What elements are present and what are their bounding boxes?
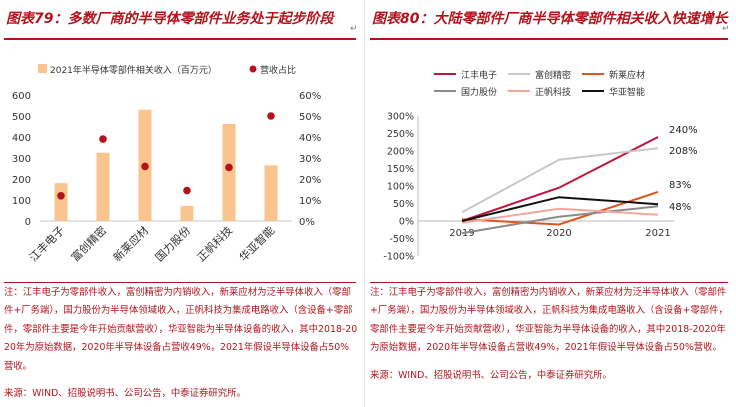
y-tick-label: -100% <box>383 252 414 263</box>
y-tick-label: 50% <box>393 199 414 210</box>
y-tick-label: 300 <box>12 154 31 165</box>
y-tick-label: 0 <box>25 217 31 228</box>
legend-line-label: 国力股份 <box>461 86 497 98</box>
series-line <box>461 207 659 224</box>
x-tick-label: 2021 <box>645 228 670 239</box>
panel-divider <box>364 0 365 407</box>
ratio-dot <box>57 192 65 200</box>
series-line <box>461 205 659 235</box>
series-line <box>461 147 659 214</box>
data-label: 48% <box>669 202 691 213</box>
legend-line-label: 华亚智能 <box>609 86 645 98</box>
x-tick-label: 富创精密 <box>68 223 109 264</box>
right-note: 注：江丰电子为零部件收入，富创精密为内销收入，新莱应材为泛半导体收入（零部件+厂… <box>370 284 730 358</box>
right-title-rule <box>370 38 728 40</box>
bar <box>96 152 110 221</box>
x-tick-label: 2020 <box>546 228 571 239</box>
left-note-text: 注：江丰电子为零部件收入，富创精密为内销收入，新莱应材为泛半导体收入（零部件+厂… <box>4 287 358 372</box>
bar <box>264 165 278 221</box>
right-y-ticks: 0% 10% 20% 30% 40% 50% 60% <box>299 91 321 228</box>
legend-bar-swatch <box>38 64 47 73</box>
left-y-ticks: 0 100 200 300 400 500 600 <box>12 91 31 228</box>
left-chart-title: 图表79：多数厂商的半导体零部件业务处于起步阶段 <box>6 11 334 27</box>
bar <box>222 123 236 221</box>
data-label: 208% <box>669 146 698 157</box>
left-panel: 图表79：多数厂商的半导体零部件业务处于起步阶段 ↵ 2021年半导体零部件相关… <box>0 0 364 407</box>
y2-tick-label: 10% <box>299 196 321 207</box>
y2-tick-label: 20% <box>299 175 321 186</box>
y-tick-label: 600 <box>12 91 31 102</box>
legend-line-label: 江丰电子 <box>461 69 497 81</box>
return-mark-icon: ↵ <box>722 24 730 34</box>
bar <box>180 205 194 221</box>
bar-chart: 2021年半导体零部件相关收入（百万元） 营收占比 0 100 200 300 400 5… <box>12 64 321 264</box>
data-label: 240% <box>669 125 698 136</box>
ratio-dot <box>267 112 275 120</box>
left-note: 注：江丰电子为零部件收入，富创精密为内销收入，新莱应材为泛半导体收入（零部件+厂… <box>4 284 358 376</box>
x-tick-label: 华亚智能 <box>236 223 277 264</box>
line-x-labels: 2019 2020 2021 <box>449 228 670 239</box>
right-chart-title: 图表80：大陆零部件厂商半导体零部件相关收入快速增长 <box>372 11 728 27</box>
x-tick-label: 2019 <box>449 228 474 239</box>
legend-line-label: 新莱应材 <box>609 69 645 81</box>
y-tick-label: -50% <box>389 234 414 245</box>
left-title-rule <box>4 38 356 40</box>
ratio-dot <box>225 163 233 172</box>
y-tick-label: 200% <box>387 147 414 158</box>
line-series <box>461 136 659 235</box>
legend-dot-swatch <box>249 65 257 73</box>
y-tick-label: 500 <box>12 112 31 123</box>
return-mark-icon: ↵ <box>350 24 358 34</box>
ratio-series <box>57 112 275 200</box>
ratio-dot <box>183 186 191 195</box>
x-tick-labels: 江丰电子 富创精密 新莱应材 国力股份 正帆科技 华亚智能 <box>27 223 277 264</box>
x-tick-label: 国力股份 <box>153 224 193 264</box>
y2-tick-label: 40% <box>299 133 321 144</box>
y2-tick-label: 50% <box>299 112 321 123</box>
right-panel: 图表80：大陆零部件厂商半导体零部件相关收入快速增长 ↵ 江丰电子 富创精密 新莱应… <box>366 0 736 407</box>
y-tick-label: 100% <box>387 182 414 193</box>
left-source: 来源：WIND、招股说明书、公司公告，中泰证券研究所。 <box>4 388 246 399</box>
y-tick-label: 150% <box>387 164 414 175</box>
ratio-dot <box>141 162 149 171</box>
y2-tick-label: 60% <box>299 91 321 102</box>
right-note-text: 注：江丰电子为零部件收入，富创精密为内销收入，新莱应材为泛半导体收入（零部件+厂… <box>370 287 728 354</box>
series-line <box>461 136 659 222</box>
right-source: 来源：WIND、招股说明书、公司公告，中泰证券研究所。 <box>370 370 612 381</box>
right-note-rule <box>370 282 728 283</box>
data-label: 83% <box>669 180 691 191</box>
x-tick-label: 新莱应材 <box>110 223 151 264</box>
bar <box>54 183 68 221</box>
x-tick-label: 正帆科技 <box>194 223 235 264</box>
y-tick-label: 250% <box>387 129 414 140</box>
y2-tick-label: 30% <box>299 154 321 165</box>
legend-line-label: 正帆科技 <box>535 86 571 98</box>
y-tick-label: 300% <box>387 112 414 123</box>
legend-bar-label: 2021年半导体零部件相关收入（百万元） <box>50 64 217 76</box>
line-data-labels: 240% 208% 83% 48% <box>669 125 698 213</box>
left-note-rule <box>4 282 356 283</box>
series-line <box>461 196 659 222</box>
y-tick-label: 200 <box>12 175 31 186</box>
y2-tick-label: 0% <box>299 217 315 228</box>
y-tick-label: 0% <box>399 217 414 228</box>
line-y-ticks: -100% -50% 0% 50% 100% 150% 200% 250% 300% <box>383 112 674 263</box>
legend-dot-label: 营收占比 <box>260 64 296 76</box>
legend-line-label: 富创精密 <box>535 69 571 81</box>
x-tick-label: 江丰电子 <box>27 224 67 264</box>
y-tick-label: 400 <box>12 133 31 144</box>
ratio-dot <box>99 135 107 143</box>
y-tick-label: 100 <box>12 196 31 207</box>
bar-series <box>54 109 278 221</box>
